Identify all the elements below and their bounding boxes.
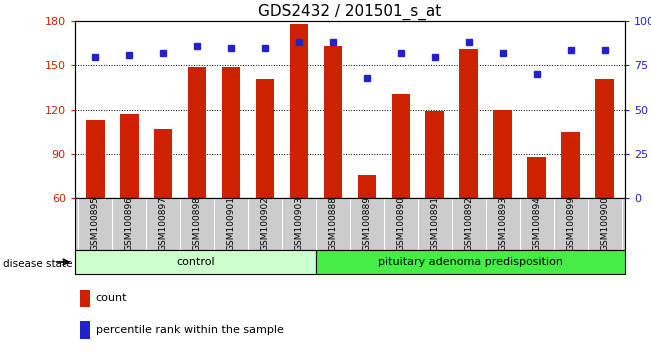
Text: GSM100888: GSM100888 xyxy=(329,196,337,251)
Bar xyxy=(187,67,206,198)
Text: GSM100894: GSM100894 xyxy=(532,196,541,251)
Bar xyxy=(426,111,444,198)
Text: control: control xyxy=(176,257,215,267)
Text: GSM100892: GSM100892 xyxy=(464,196,473,251)
Bar xyxy=(493,110,512,198)
Text: GSM100902: GSM100902 xyxy=(260,196,270,251)
Text: GSM100889: GSM100889 xyxy=(363,196,371,251)
Text: GSM100900: GSM100900 xyxy=(600,196,609,251)
Text: GSM100899: GSM100899 xyxy=(566,196,575,251)
Bar xyxy=(222,67,240,198)
Text: GSM100896: GSM100896 xyxy=(125,196,133,251)
Text: GSM100893: GSM100893 xyxy=(498,196,507,251)
Text: GSM100903: GSM100903 xyxy=(294,196,303,251)
Text: GSM100895: GSM100895 xyxy=(90,196,100,251)
Text: GSM100897: GSM100897 xyxy=(159,196,168,251)
Bar xyxy=(120,114,139,198)
FancyBboxPatch shape xyxy=(75,250,316,274)
Text: GSM100890: GSM100890 xyxy=(396,196,406,251)
Bar xyxy=(527,157,546,198)
Bar xyxy=(595,79,614,198)
Bar xyxy=(256,79,274,198)
Bar xyxy=(324,46,342,198)
Bar xyxy=(561,132,580,198)
Text: percentile rank within the sample: percentile rank within the sample xyxy=(96,325,284,335)
Text: GSM100898: GSM100898 xyxy=(193,196,202,251)
Bar xyxy=(80,321,90,339)
Bar xyxy=(460,49,478,198)
Bar xyxy=(357,175,376,198)
Text: GSM100901: GSM100901 xyxy=(227,196,236,251)
Text: GSM100891: GSM100891 xyxy=(430,196,439,251)
Bar xyxy=(391,93,410,198)
Text: pituitary adenoma predisposition: pituitary adenoma predisposition xyxy=(378,257,562,267)
Bar xyxy=(80,290,90,307)
Text: count: count xyxy=(96,293,127,303)
Bar xyxy=(290,24,309,198)
Bar xyxy=(86,120,105,198)
Text: disease state: disease state xyxy=(3,259,73,269)
Bar xyxy=(154,129,173,198)
Title: GDS2432 / 201501_s_at: GDS2432 / 201501_s_at xyxy=(258,4,441,20)
FancyBboxPatch shape xyxy=(316,250,625,274)
